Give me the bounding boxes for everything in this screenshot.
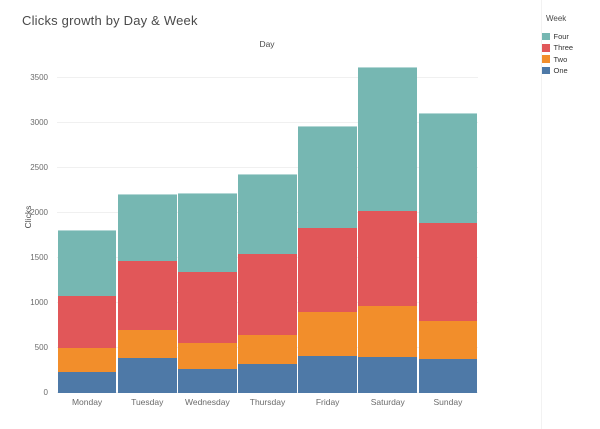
bar-segment-monday-week-three[interactable] bbox=[57, 295, 117, 348]
legend-panel: Week Four Three Two One bbox=[542, 14, 573, 76]
legend-swatch-four bbox=[542, 32, 550, 41]
y-tick-label-3500: 3500 bbox=[30, 73, 48, 82]
bar-segment-wednesday-week-one[interactable] bbox=[177, 369, 237, 393]
y-tick-label-2000: 2000 bbox=[30, 208, 48, 217]
plot-area bbox=[57, 60, 478, 393]
bar-segment-saturday-week-four[interactable] bbox=[358, 67, 418, 211]
y-tick-label-0: 0 bbox=[43, 388, 48, 397]
chart-title: Clicks growth by Day & Week bbox=[22, 13, 198, 28]
bar-segment-sunday-week-three[interactable] bbox=[418, 222, 478, 321]
bar-segment-tuesday-week-two[interactable] bbox=[117, 330, 177, 358]
bar-segment-wednesday-week-four[interactable] bbox=[177, 192, 237, 272]
bar-segment-wednesday-week-two[interactable] bbox=[177, 343, 237, 370]
bar-segment-thursday-week-one[interactable] bbox=[238, 364, 297, 393]
legend-item-one[interactable]: One bbox=[542, 65, 573, 76]
bar-segment-tuesday-week-three[interactable] bbox=[117, 260, 177, 331]
bar-segment-saturday-week-two[interactable] bbox=[358, 306, 418, 357]
bar-segment-monday-week-one[interactable] bbox=[57, 372, 117, 393]
x-tick-label-thursday: Thursday bbox=[249, 397, 286, 407]
bar-segment-sunday-week-two[interactable] bbox=[418, 321, 478, 359]
x-tick-label-friday: Friday bbox=[315, 397, 340, 407]
legend-item-two[interactable]: Two bbox=[542, 54, 573, 65]
bar-segment-tuesday-week-four[interactable] bbox=[117, 193, 177, 261]
bar-segment-wednesday-week-three[interactable] bbox=[177, 271, 237, 344]
bar-segment-friday-week-two[interactable] bbox=[298, 312, 357, 357]
y-tick-label-500: 500 bbox=[34, 343, 48, 352]
y-tick-label-1500: 1500 bbox=[30, 253, 48, 262]
y-tick-label-3000: 3000 bbox=[30, 118, 48, 127]
bar-segment-tuesday-week-one[interactable] bbox=[117, 357, 177, 393]
y-axis: 0 500 1000 1500 2000 2500 3000 3500 bbox=[0, 60, 50, 397]
bar-segment-friday-week-four[interactable] bbox=[298, 125, 357, 228]
legend-swatch-one bbox=[542, 66, 550, 75]
y-tick-label-1000: 1000 bbox=[30, 298, 48, 307]
bar-segment-friday-week-one[interactable] bbox=[298, 356, 357, 393]
legend-swatch-three bbox=[542, 44, 550, 52]
bar-segment-thursday-week-three[interactable] bbox=[238, 254, 297, 336]
x-tick-label-saturday: Saturday bbox=[370, 397, 405, 407]
x-axis-title: Day bbox=[259, 39, 275, 49]
gridline-3000 bbox=[57, 122, 478, 123]
bar-segment-friday-week-three[interactable] bbox=[298, 227, 357, 312]
legend-item-four[interactable]: Four bbox=[542, 31, 573, 42]
legend-swatch-two bbox=[542, 55, 550, 63]
gridline-3500 bbox=[57, 77, 478, 78]
bar-segment-saturday-week-one[interactable] bbox=[358, 357, 418, 393]
bar-segment-thursday-week-two[interactable] bbox=[238, 335, 297, 365]
legend-item-label: Two bbox=[553, 54, 568, 64]
bar-segment-sunday-week-four[interactable] bbox=[418, 113, 478, 223]
x-axis: Monday Tuesday Wednesday Thursday Friday Satu… bbox=[57, 397, 478, 411]
bar-segment-monday-week-four[interactable] bbox=[57, 229, 117, 296]
x-tick-label-wednesday: Wednesday bbox=[184, 397, 230, 407]
x-tick-label-sunday: Sunday bbox=[433, 397, 463, 407]
legend-item-label: Four bbox=[553, 32, 569, 42]
legend-title: Week bbox=[546, 14, 567, 23]
legend-item-three[interactable]: Three bbox=[542, 42, 573, 53]
panel-divider bbox=[541, 0, 542, 429]
legend-item-label: One bbox=[553, 66, 568, 76]
bar-segment-monday-week-two[interactable] bbox=[57, 348, 117, 373]
bar-segment-sunday-week-one[interactable] bbox=[418, 358, 478, 393]
y-tick-label-2500: 2500 bbox=[30, 163, 48, 172]
legend-items: Four Three Two One bbox=[542, 31, 573, 76]
x-tick-label-monday: Monday bbox=[71, 397, 103, 407]
bar-segment-saturday-week-three[interactable] bbox=[358, 210, 418, 307]
bar-segment-thursday-week-four[interactable] bbox=[238, 174, 297, 255]
legend-item-label: Three bbox=[553, 43, 574, 53]
gridline-2500 bbox=[57, 167, 478, 168]
x-tick-label-tuesday: Tuesday bbox=[131, 397, 164, 407]
